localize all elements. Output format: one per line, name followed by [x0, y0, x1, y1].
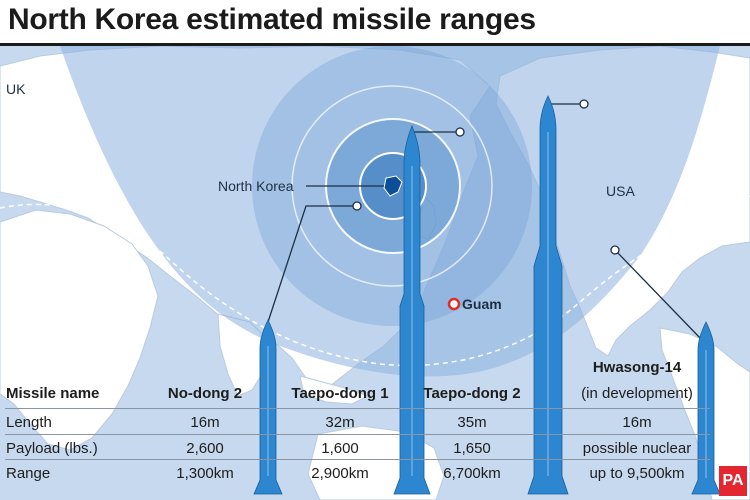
row-header-length: Length: [6, 414, 52, 431]
label-uk: UK: [6, 81, 26, 97]
missiles: [253, 95, 721, 495]
callout-taepo-dong-2-dot: [579, 99, 589, 109]
payload-taepo-dong-1: 1,600: [321, 440, 359, 457]
range-ring-outer: [291, 85, 493, 287]
missile-taepo-dong-2: [527, 95, 569, 495]
page-title: North Korea estimated missile ranges: [8, 3, 536, 36]
landmass-africa: [0, 209, 159, 451]
length-hwasong-14: 16m: [622, 414, 652, 431]
label-guam: Guam: [462, 296, 502, 312]
row-header-range: Range: [6, 465, 51, 482]
missile-name-hwasong-14: Hwasong-14: [592, 359, 682, 376]
range-taepo-dong-2: 6,700km: [443, 465, 501, 482]
row-header-missile-name: Missile name: [6, 385, 100, 402]
north-korea-shape: [383, 175, 403, 197]
range-no-dong-2: 1,300km: [176, 465, 234, 482]
length-taepo-dong-1: 32m: [325, 414, 355, 431]
missile-taepo-dong-1: [393, 124, 431, 495]
payload-taepo-dong-2: 1,650: [453, 440, 491, 457]
label-usa: USA: [606, 183, 635, 199]
missile-name-taepo-dong-1: Taepo-dong 1: [291, 385, 389, 402]
callout-hwasong-14: [614, 249, 703, 341]
length-taepo-dong-2: 35m: [457, 414, 487, 431]
callout-hwasong-14-dot: [610, 245, 620, 255]
callout-no-dong-2-dot: [352, 201, 362, 211]
pa-logo: PA: [719, 466, 747, 496]
guam-marker: [447, 297, 461, 311]
table-row-divider: [5, 434, 710, 435]
title-divider: [0, 43, 750, 46]
row-header-payload: Payload (lbs.): [6, 440, 98, 457]
missile-no-dong-2: [253, 319, 283, 495]
range-hwasong-14: up to 9,500km: [589, 465, 685, 482]
label-north-korea: North Korea: [218, 178, 294, 194]
world-map: [0, 46, 750, 500]
status-hwasong-14: (in development): [581, 385, 693, 402]
landmass-sea-islands: [299, 375, 370, 405]
payload-no-dong-2: 2,600: [186, 440, 224, 457]
missile-name-no-dong-2: No-dong 2: [167, 385, 243, 402]
callout-no-dong-2: [267, 205, 356, 323]
callout-taepo-dong-1-dot: [455, 127, 465, 137]
payload-hwasong-14: possible nuclear: [582, 440, 692, 457]
table-row-divider: [5, 459, 710, 460]
callout-lines: [267, 99, 703, 341]
range-taepo-dong-1: 2,900km: [311, 465, 369, 482]
table-row-divider: [5, 408, 710, 409]
length-no-dong-2: 16m: [190, 414, 220, 431]
missile-name-taepo-dong-2: Taepo-dong 2: [423, 385, 521, 402]
